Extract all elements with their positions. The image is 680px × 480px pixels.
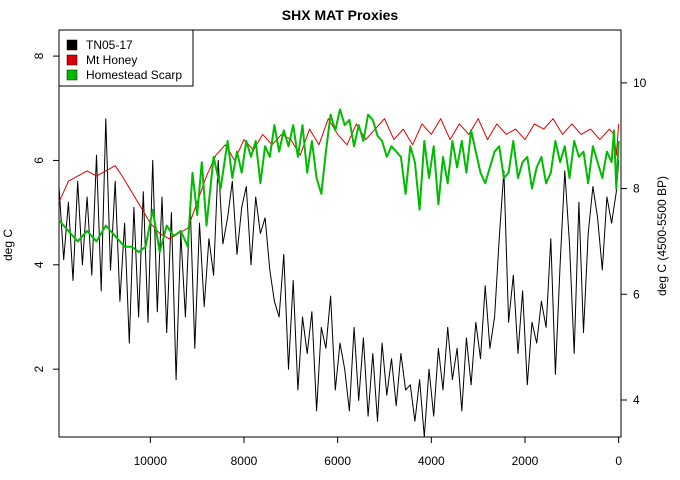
series-line-tn05-17 [58, 118, 620, 438]
y-right-tick-label: 6 [633, 287, 640, 301]
legend-box [58, 29, 194, 87]
series-line-homestead-scarp [58, 108, 620, 253]
x-tick-label: 0 [615, 454, 622, 468]
y-left-tick-label: 6 [32, 157, 46, 164]
y-axis-left: 2 4 6 8 [32, 52, 59, 373]
chart-title: SHX MAT Proxies [282, 7, 399, 23]
legend-label: TN05-17 [86, 38, 133, 52]
y-left-tick-label: 4 [32, 261, 46, 268]
y-axis-right: 4 6 8 10 [621, 76, 647, 407]
plot-frame [58, 29, 622, 438]
series-line-mt-honey [58, 118, 620, 240]
x-tick-label: 10000 [134, 454, 168, 468]
y-left-tick-label: 8 [32, 52, 46, 59]
x-tick-label: 6000 [324, 454, 351, 468]
series-layer [58, 108, 620, 438]
legend-swatch [66, 39, 78, 51]
y-right-tick-label: 8 [633, 182, 640, 196]
y-right-tick-label: 10 [633, 76, 647, 90]
legend-label: Homestead Scarp [86, 68, 182, 82]
y-axis-right-title: deg C (4500-5500 BP) [655, 176, 669, 296]
y-right-tick-label: 4 [633, 393, 640, 407]
x-tick-label: 4000 [418, 454, 445, 468]
x-tick-label: 2000 [512, 454, 539, 468]
y-axis-left-title: deg C [1, 229, 15, 261]
legend-swatch [66, 54, 78, 66]
x-axis: 10000 8000 6000 4000 2000 0 [134, 437, 622, 468]
y-left-tick-label: 2 [32, 366, 46, 373]
x-tick-label: 8000 [231, 454, 258, 468]
legend-swatch [66, 69, 78, 81]
legend-label: Mt Honey [86, 53, 137, 67]
